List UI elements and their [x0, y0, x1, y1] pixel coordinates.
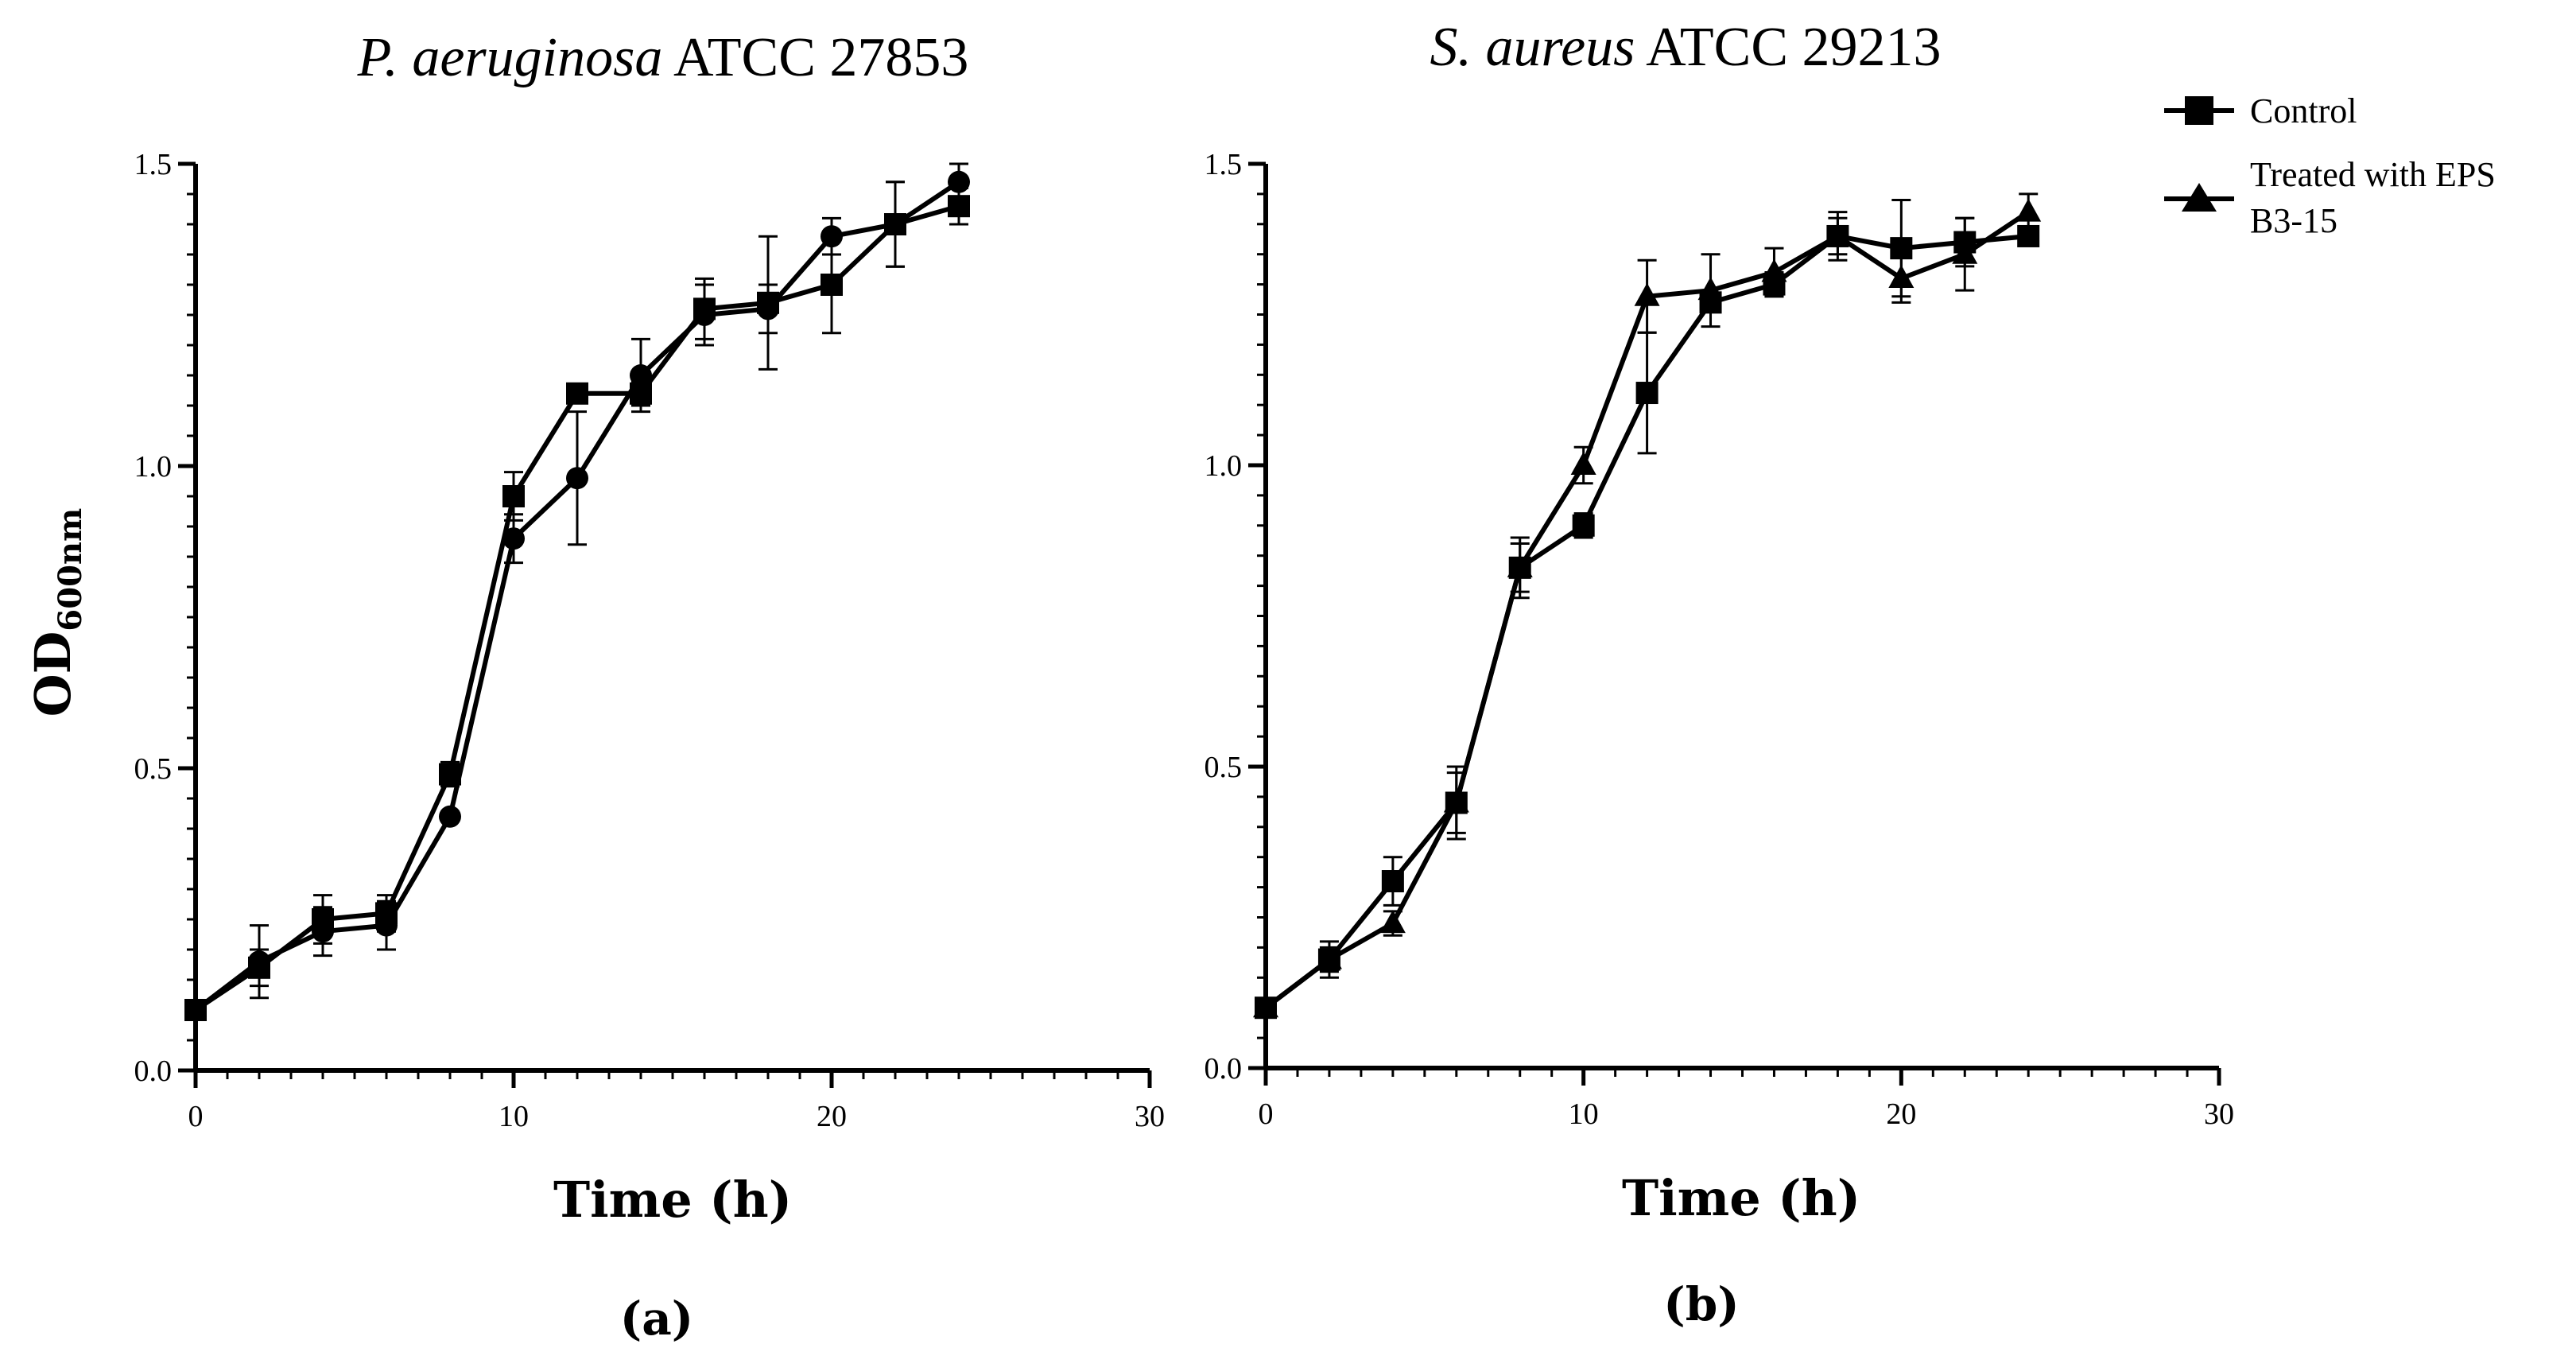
panel-a: P. aeruginosa ATCC 27853 OD600nm 0 10 20 30…: [24, 27, 1165, 1346]
data-point-square: [821, 274, 843, 296]
data-point-circle: [630, 364, 652, 387]
plot-area-b: 0 10 20 30 0.0 0.5 1.0 1.5: [1205, 148, 2235, 1131]
data-point-circle: [439, 805, 461, 828]
data-point-circle: [502, 527, 525, 550]
data-point-triangle: [1379, 910, 1406, 934]
data-point-square: [566, 382, 588, 405]
x-tick-label-a: 20: [817, 1100, 847, 1133]
data-point-circle: [884, 213, 906, 235]
data-point-circle: [248, 950, 270, 973]
panel-b: S. aureus ATCC 29213 0 10 20 30 0.0 0.5 1.0 1.5…: [1205, 17, 2235, 1331]
series-lines-a: [194, 180, 960, 1012]
data-point-square: [1572, 514, 1595, 537]
y-tick-label-a: 1.0: [134, 450, 173, 484]
data-point-triangle: [1634, 282, 1660, 306]
data-point-square: [1890, 237, 1913, 260]
data-point-square: [502, 485, 525, 507]
panel-a-title-species: P. aeruginosa: [357, 27, 663, 88]
data-point-triangle: [2015, 198, 2042, 222]
data-point-circle: [948, 170, 970, 193]
data-markers-a: [184, 170, 970, 1021]
data-point-circle: [821, 225, 843, 248]
panel-b-title-species: S. aureus: [1430, 17, 1635, 78]
series-line-square: [194, 204, 960, 1012]
x-tick-label-b: 20: [1886, 1097, 1916, 1131]
y-axis-label-main: OD: [24, 631, 82, 717]
y-tick-label-b: 1.5: [1205, 148, 1243, 181]
legend-control-marker: [2185, 96, 2213, 125]
y-tick-label-a: 0.5: [134, 752, 173, 786]
data-point-circle: [693, 304, 716, 326]
y-tick-label-b: 0.0: [1205, 1052, 1243, 1086]
x-tick-label-b: 0: [1259, 1097, 1274, 1131]
ticks-a: 0 10 20 30 0.0 0.5 1.0 1.5: [134, 148, 1166, 1133]
error-bars-a: [250, 162, 968, 1000]
y-axis-label-subscript: 600nm: [52, 508, 89, 631]
legend-treated-label-line1: Treated with EPS: [2250, 155, 2496, 194]
y-tick-label-b: 0.5: [1205, 751, 1243, 784]
data-markers-b: [1253, 198, 2042, 1020]
data-point-circle: [184, 999, 207, 1021]
panel-a-label: (a): [620, 1292, 693, 1346]
data-point-square: [1381, 870, 1404, 893]
data-point-circle: [375, 914, 398, 937]
data-point-triangle: [1888, 265, 1915, 289]
panel-b-label: (b): [1663, 1277, 1739, 1331]
data-point-triangle: [1825, 222, 1851, 246]
ticks-b: 0 10 20 30 0.0 0.5 1.0 1.5: [1205, 148, 2235, 1131]
plot-area-a: 0 10 20 30 0.0 0.5 1.0 1.5: [134, 148, 1166, 1133]
legend-treated-marker: [2182, 183, 2217, 212]
data-point-square: [1635, 382, 1658, 405]
x-tick-label-a: 30: [1135, 1100, 1165, 1133]
data-point-square: [439, 763, 461, 786]
data-point-triangle: [1952, 240, 1978, 264]
y-tick-label-b: 1.0: [1205, 449, 1243, 483]
y-tick-label-a: 1.5: [134, 148, 173, 181]
panel-b-title: S. aureus ATCC 29213: [1430, 17, 1941, 78]
data-point-square: [2017, 224, 2040, 247]
data-point-triangle: [1443, 789, 1469, 813]
data-point-circle: [566, 467, 588, 490]
legend-treated-label-line2: B3-15: [2250, 201, 2337, 240]
x-tick-label-b: 30: [2204, 1097, 2234, 1131]
x-axis-label-b: Time (h): [1622, 1169, 1860, 1227]
x-tick-label-b: 10: [1569, 1097, 1599, 1131]
panel-b-title-strain: ATCC 29213: [1635, 17, 1941, 78]
data-point-circle: [757, 297, 779, 320]
legend-control-label: Control: [2250, 91, 2357, 130]
x-tick-label-a: 10: [499, 1100, 529, 1133]
data-point-triangle: [1507, 554, 1533, 577]
y-axis-label: OD600nm: [24, 508, 89, 717]
data-point-triangle: [1570, 452, 1596, 475]
data-point-triangle: [1316, 946, 1342, 969]
x-axis-label-a: Time (h): [553, 1171, 792, 1229]
data-point-triangle: [1253, 994, 1278, 1018]
panel-a-title-strain: ATCC 27853: [662, 27, 968, 88]
data-point-circle: [312, 920, 334, 943]
y-tick-label-a: 0.0: [134, 1055, 173, 1088]
panel-a-title: P. aeruginosa ATCC 27853: [357, 27, 969, 88]
x-tick-label-a: 0: [188, 1100, 204, 1133]
data-point-square: [948, 195, 970, 218]
data-point-triangle: [1697, 277, 1724, 301]
series-line-circle: [194, 180, 960, 1012]
data-point-triangle: [1761, 258, 1787, 282]
legend: Control Treated with EPS B3-15: [2164, 91, 2496, 240]
